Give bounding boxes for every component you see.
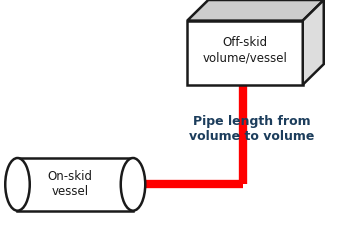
Polygon shape [187, 0, 324, 21]
Bar [187, 21, 303, 85]
Text: Pipe length from
volume to volume: Pipe length from volume to volume [189, 115, 315, 143]
Polygon shape [303, 0, 324, 85]
Text: Off-skid
volume/vessel: Off-skid volume/vessel [203, 36, 287, 64]
Text: On-skid
vessel: On-skid vessel [48, 170, 92, 198]
Bar [18, 158, 133, 211]
Ellipse shape [121, 158, 145, 211]
Ellipse shape [5, 158, 30, 211]
